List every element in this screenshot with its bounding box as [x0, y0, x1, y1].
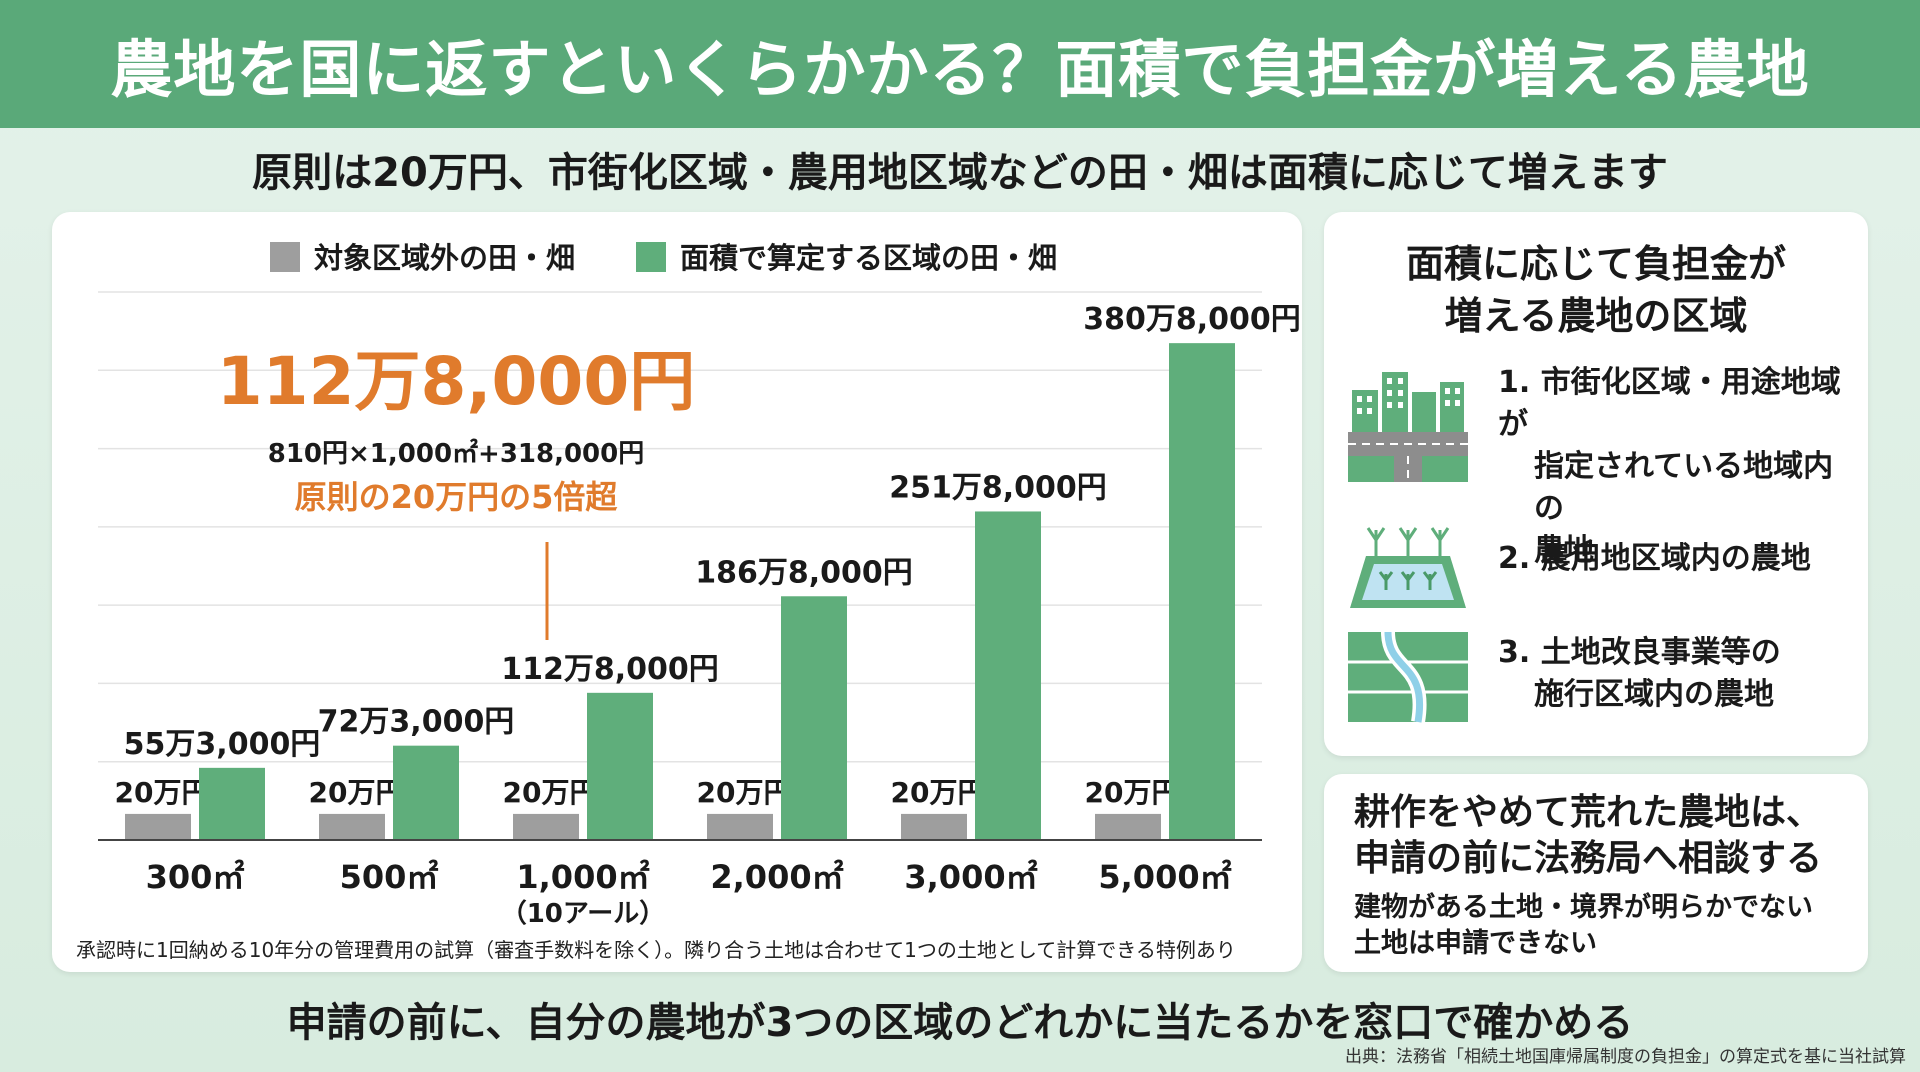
zone-title: 面積に応じて負担金が 増える農地の区域: [1324, 238, 1868, 342]
legend-label: 面積で算定する区域の田・畑: [680, 241, 1057, 275]
x-tick-label: 3,000㎡: [904, 858, 1037, 896]
bar-gray: [707, 813, 773, 840]
bar-label-green: 251万8,000円: [889, 470, 1107, 505]
bar-gray: [901, 813, 967, 840]
bar-green: [393, 745, 459, 840]
legend-label: 対象区域外の田・畑: [314, 241, 575, 275]
bar-green: [975, 511, 1041, 840]
x-tick-label: 1,000㎡: [516, 858, 649, 896]
bar-label-green: 112万8,000円: [501, 652, 719, 687]
bar-gray: [319, 813, 385, 840]
bar-label-green: 186万8,000円: [695, 555, 913, 590]
page-subtitle: 原則は20万円、市街化区域・農用地区域などの田・畑は面積に応じて増えます: [252, 150, 1668, 196]
note-panel: 耕作をやめて荒れた農地は、 申請の前に法務局へ相談する 建物がある土地・境界が明…: [1324, 774, 1868, 972]
note-heading: 耕作をやめて荒れた農地は、: [1354, 792, 1823, 833]
chart-panel: 対象区域外の田・畑 面積で算定する区域の田・畑 20万円 55万3,000円 300㎡ 2…: [52, 212, 1302, 972]
annotation-formula: 810円×1,000㎡+318,000円: [268, 438, 645, 469]
bar-label-gray: 20万円: [1085, 776, 1180, 809]
zone-item-city: 1. 市街化区域・用途地域が 指定されている地域内の 農地: [1348, 362, 1858, 568]
bar-gray: [125, 813, 191, 840]
zone-item-text: 2. 農用地区域内の農地: [1498, 541, 1811, 576]
x-tick-label: 2,000㎡: [710, 858, 843, 896]
x-tick-label: 300㎡: [146, 858, 245, 896]
zone-item-text: 農地: [1534, 533, 1594, 568]
x-tick-sublabel: （10アール）: [501, 899, 666, 929]
source-note: 出典：法務省「相続土地国庫帰属制度の負担金」の算定式を基に当社試算: [1345, 1047, 1906, 1067]
annotation-value: 112万8,000円: [217, 343, 696, 420]
bar-green: [781, 596, 847, 840]
bar-green: [1169, 343, 1235, 840]
legend-swatch: [270, 242, 300, 272]
bar-chart: 対象区域外の田・畑 面積で算定する区域の田・畑 20万円 55万3,000円 300㎡ 2…: [98, 241, 1301, 929]
chart-footnote: 承認時に1回納める10年分の管理費用の試算（審査手数料を除く）。隣り合う土地は合…: [76, 938, 1236, 962]
zone-title-line: 面積に応じて負担金が: [1405, 242, 1786, 286]
zone-item-land-improvement: 3. 土地改良事業等の 施行区域内の農地: [1348, 632, 1858, 762]
note-text: 土地は申請できない: [1354, 928, 1597, 959]
bar-label-gray: 20万円: [503, 776, 598, 809]
bar-label-gray: 20万円: [891, 776, 986, 809]
annotation-comparison: 原則の20万円の5倍超: [295, 478, 619, 516]
bar-gray: [1095, 813, 1161, 840]
page-title: 農地を国に返すといくらかかる？面積で負担金が増える農地: [110, 33, 1810, 106]
x-tick-label: 5,000㎡: [1098, 858, 1231, 896]
bar-green: [587, 692, 653, 840]
note-text: 建物がある土地・境界が明らかでない: [1354, 892, 1813, 923]
bar-label-green: 72万3,000円: [318, 705, 515, 740]
bar-label-green: 55万3,000円: [124, 727, 321, 762]
bar-label-gray: 20万円: [697, 776, 792, 809]
bar-green: [199, 767, 265, 840]
paddy-field-icon: [1350, 527, 1466, 608]
zone-item-text: 1. 市街化区域・用途地域が: [1498, 365, 1841, 442]
zone-item-text: 指定されている地域内の: [1534, 449, 1834, 526]
header-banner: 農地を国に返すといくらかかる？面積で負担金が増える農地: [0, 0, 1920, 128]
city-icon: [1348, 372, 1468, 482]
legend-swatch: [636, 242, 666, 272]
x-tick-label: 500㎡: [340, 858, 439, 896]
bar-label-gray: 20万円: [115, 776, 210, 809]
zone-item-text: 施行区域内の農地: [1534, 677, 1774, 712]
zone-title-line: 増える農地の区域: [1444, 294, 1748, 338]
bottom-message: 申請の前に、自分の農地が3つの区域のどれかに当たるかを窓口で確かめる: [286, 1000, 1634, 1046]
zone-item-text: 3. 土地改良事業等の: [1498, 635, 1781, 670]
bar-label-green: 380万8,000円: [1083, 302, 1301, 337]
bar-label-gray: 20万円: [309, 776, 404, 809]
zone-panel: 面積に応じて負担金が 増える農地の区域 1: [1324, 212, 1868, 756]
bar-gray: [513, 813, 579, 840]
note-heading: 申請の前に法務局へ相談する: [1354, 838, 1823, 879]
zone-item-paddy: 2. 農用地区域内の農地: [1348, 516, 1858, 646]
land-improvement-icon: [1348, 632, 1468, 724]
